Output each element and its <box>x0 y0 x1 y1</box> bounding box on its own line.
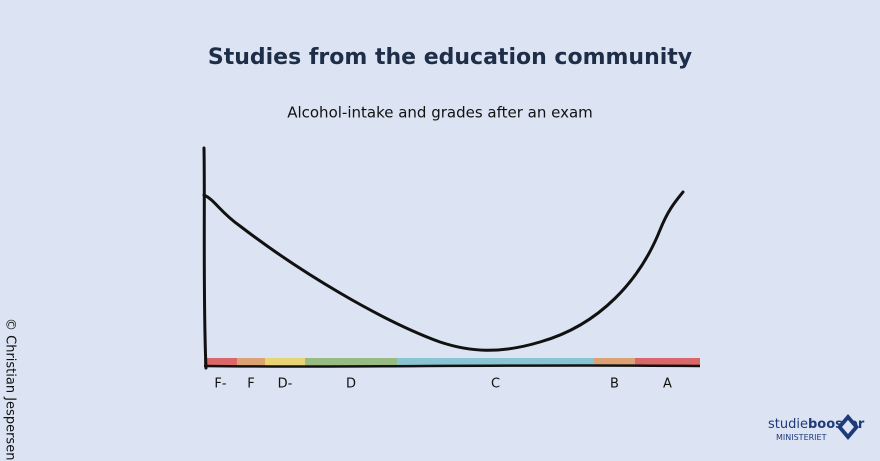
grade-band <box>305 358 397 366</box>
grade-band <box>265 358 305 366</box>
y-axis <box>202 146 208 370</box>
logo: studiebooster MINISTERIET <box>768 414 865 442</box>
credit: © Christian Jespersen <box>3 318 18 460</box>
grade-band <box>594 358 635 366</box>
grade-label: C <box>491 377 500 392</box>
grade-label: B <box>610 377 619 392</box>
logo-sub: MINISTERIET <box>776 433 827 442</box>
logo-icon-inner <box>842 420 854 434</box>
chart-title: Studies from the education community <box>208 45 692 70</box>
grade-band <box>237 358 265 366</box>
grade-label: D <box>346 377 356 392</box>
grade-bands <box>204 358 700 366</box>
grade-label: A <box>663 377 672 392</box>
grade-label: D- <box>278 377 293 392</box>
curve <box>202 190 685 352</box>
grade-band <box>204 358 237 366</box>
grade-band <box>635 358 700 366</box>
grade-label: F <box>247 377 254 392</box>
grade-label: F- <box>214 377 226 392</box>
x-axis <box>203 364 701 368</box>
chart-subtitle: Alcohol-intake and grades after an exam <box>287 104 593 122</box>
logo-light: studie <box>768 417 808 432</box>
grade-band <box>397 358 594 366</box>
